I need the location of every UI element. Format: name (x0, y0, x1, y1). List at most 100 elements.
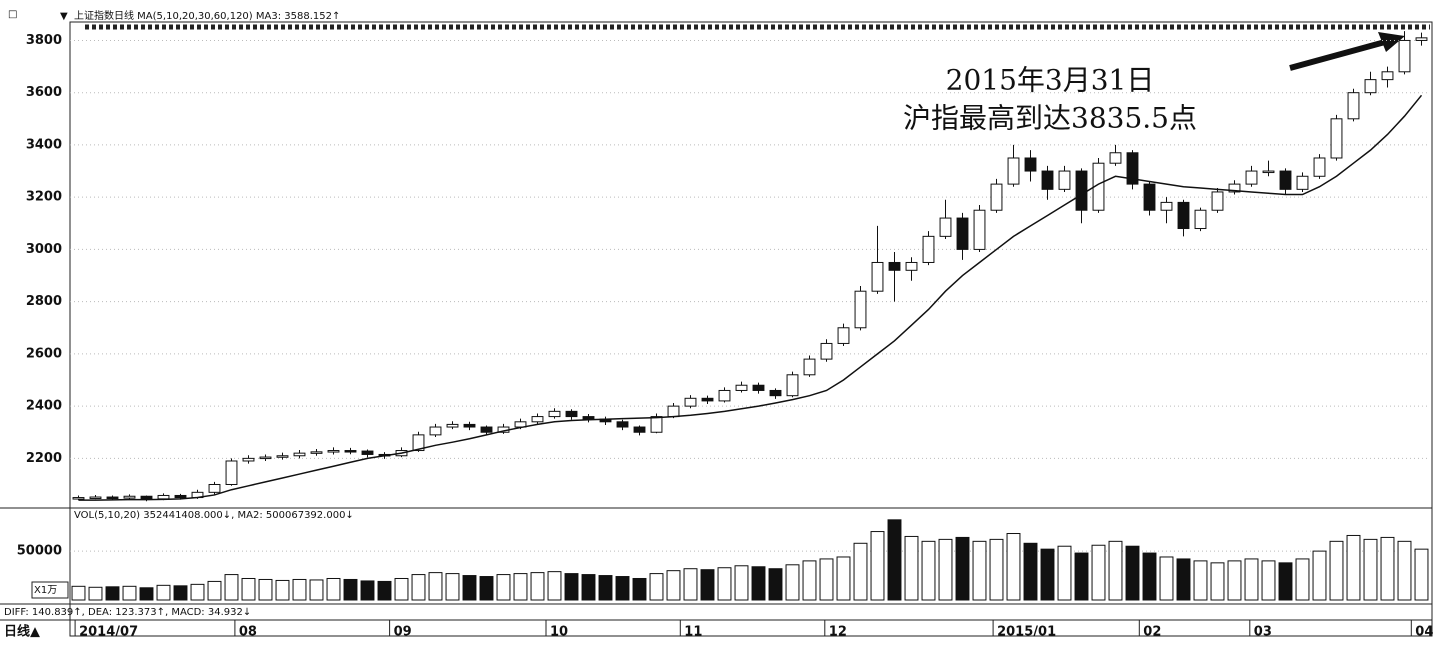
candle-body (531, 416, 544, 423)
y-tick-label: 2400 (26, 399, 62, 414)
volume-bar (581, 574, 596, 601)
volume-bar (751, 566, 766, 601)
candle-body (769, 389, 782, 397)
period-label: 日线▲ (4, 624, 40, 640)
volume-bar (1244, 558, 1259, 601)
candle-body (259, 456, 272, 460)
candle-body (786, 374, 799, 397)
volume-bar (411, 574, 426, 601)
volume-bar (717, 567, 732, 601)
candle-body (752, 384, 765, 391)
volume-bar (513, 573, 528, 601)
header: 上证指数日线 MA(5,10,20,30,60,120) MA3: 3588.1… (74, 9, 340, 22)
candle-body (1330, 118, 1343, 159)
candle-body (106, 496, 119, 500)
y-tick-label: 3000 (26, 242, 62, 257)
volume-bar (802, 560, 817, 601)
candle-body (1211, 191, 1224, 211)
frame (69, 21, 1433, 637)
candle-body (820, 342, 833, 360)
volume-bar (1091, 544, 1106, 601)
candle-body (293, 452, 306, 457)
candle-body (1109, 152, 1122, 164)
volume-bar (921, 540, 936, 601)
volume-bar (156, 584, 171, 601)
candle-body (225, 460, 238, 485)
marker: ▼ (60, 11, 68, 22)
y-tick-label: 3400 (26, 137, 62, 152)
candle-body (208, 483, 221, 493)
candle-body (1296, 175, 1309, 190)
volume-bar (258, 578, 273, 601)
volume-bar (1414, 548, 1429, 601)
candle-body (276, 455, 289, 458)
volume-bar (700, 569, 715, 601)
volume-bar (649, 573, 664, 601)
volume-bar (1329, 540, 1344, 601)
volume-bar (190, 583, 205, 601)
volume-bar (105, 586, 120, 601)
ma-line (78, 94, 1423, 501)
volume-bar (1312, 550, 1327, 601)
volume-bar (819, 558, 834, 601)
x-tick-label: 08 (239, 625, 257, 640)
volume-bar (887, 519, 902, 601)
candle-body (701, 397, 714, 402)
volume-bar (241, 577, 256, 601)
volume-bar (632, 577, 647, 601)
volume-bar (785, 564, 800, 601)
candle-body (344, 450, 357, 453)
y-tick-label: 50000 (17, 544, 62, 559)
volume-bar (428, 572, 443, 601)
candle-body (361, 450, 374, 455)
candle-body (1279, 170, 1292, 190)
candle-body (888, 261, 901, 271)
candle-body (616, 421, 629, 428)
volume-bar (1363, 538, 1378, 601)
candle-body (1007, 157, 1020, 185)
candle-body (1194, 209, 1207, 230)
volume-bar (462, 575, 477, 601)
candle-body (327, 450, 340, 453)
candle-body (803, 358, 816, 376)
volume-bar (1227, 560, 1242, 601)
volume-bar (496, 574, 511, 601)
candle-body (1228, 183, 1241, 193)
candle-body (1143, 183, 1156, 211)
y-tick-label: 2800 (26, 294, 62, 309)
macd-header: DIFF: 140.839↑, DEA: 123.373↑, MACD: 34.… (4, 607, 251, 618)
volume-bar (122, 585, 137, 601)
candle-body (310, 451, 323, 454)
volume-bar (972, 540, 987, 601)
volume-bar (207, 580, 222, 601)
candle-body (1415, 37, 1428, 41)
volume-bar (1159, 556, 1174, 601)
volume-bar (1193, 560, 1208, 601)
volume-bar (1142, 552, 1157, 601)
volume-bar (1108, 540, 1123, 601)
y-tick-label: 3600 (26, 85, 62, 100)
volume-bar (1023, 542, 1038, 601)
candle-body (446, 423, 459, 428)
volume-bar (1210, 562, 1225, 601)
candle-body (1160, 201, 1173, 211)
marker: □ (8, 9, 17, 20)
volume-bar (615, 576, 630, 601)
x-tick-label: 11 (684, 625, 702, 640)
x-tick-label: 04 (1415, 625, 1433, 640)
volume-bar (326, 577, 341, 601)
volume-bar (836, 556, 851, 601)
volume-bar (479, 576, 494, 601)
candle-body (89, 496, 102, 500)
y-tick-label: 3800 (26, 33, 62, 48)
volume-bar (904, 535, 919, 601)
candle-body (1024, 157, 1037, 172)
candle-body (72, 497, 85, 500)
candle-body (1262, 170, 1275, 174)
volume-bar (853, 542, 868, 601)
unit-box (31, 581, 69, 599)
x-tick-label: 12 (829, 625, 847, 640)
candle-body (956, 217, 969, 250)
candle-body (123, 495, 136, 499)
volume-bar (173, 585, 188, 601)
